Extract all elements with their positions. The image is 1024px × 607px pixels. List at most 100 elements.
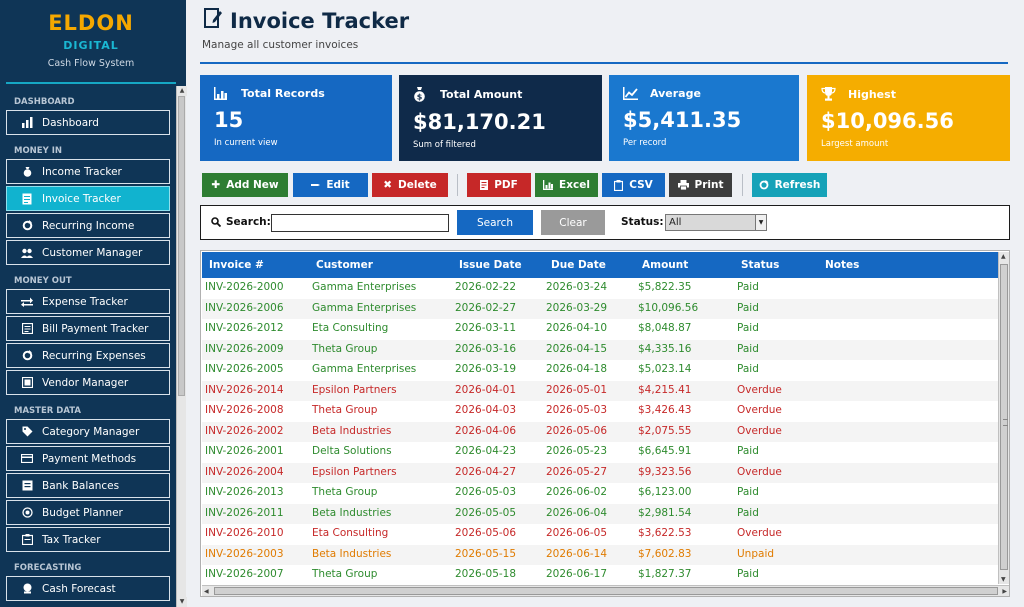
- table-row[interactable]: INV-2026-2002 Beta Industries 2026-04-06 20…: [202, 421, 998, 442]
- table-hscroll-thumb[interactable]: [214, 587, 998, 595]
- table-row[interactable]: INV-2026-2009 Theta Group 2026-03-16 2026-0…: [202, 339, 998, 360]
- status-select[interactable]: All ▼: [665, 214, 767, 231]
- edit-button[interactable]: Edit: [293, 173, 368, 197]
- cell-amount: $6,123.00: [638, 486, 692, 498]
- cell-issue-date: 2026-04-03: [455, 404, 517, 416]
- sidebar-item-category-manager[interactable]: Category Manager: [6, 419, 170, 444]
- cell-invoice-number: INV-2026-2009: [205, 342, 284, 355]
- cell-due-date: 2026-06-04: [546, 506, 608, 519]
- column-header[interactable]: Customer: [316, 259, 373, 271]
- cell-invoice-number: INV-2026-2014: [205, 383, 284, 396]
- trophy-icon: [821, 87, 839, 101]
- table-row[interactable]: INV-2026-2011 Beta Industries 2026-05-05 20…: [202, 503, 998, 524]
- sidebar-item-label: Invoice Tracker: [42, 192, 121, 205]
- refresh-icon: [21, 350, 33, 362]
- cell-issue-date: 2026-02-27: [455, 301, 517, 314]
- card-value: 15: [214, 108, 244, 132]
- table-row[interactable]: INV-2026-2003 Beta Industries 2026-05-15 20…: [202, 544, 998, 565]
- tag-icon: [21, 426, 33, 438]
- search-icon: [211, 217, 221, 227]
- sidebar-item-cash-forecast[interactable]: Cash Forecast: [6, 576, 170, 601]
- cell-customer: Beta Industries: [312, 424, 392, 437]
- delete-button[interactable]: ✖ Delete: [372, 173, 448, 197]
- export-excel-button[interactable]: Excel: [535, 173, 598, 197]
- export-csv-button[interactable]: CSV: [602, 173, 665, 197]
- cell-due-date: 2026-04-18: [546, 363, 608, 375]
- column-header[interactable]: Due Date: [551, 259, 606, 271]
- card-title: Average: [650, 87, 701, 100]
- cell-status: Paid: [737, 301, 759, 314]
- table-row[interactable]: INV-2026-2010 Eta Consulting 2026-05-06 202…: [202, 524, 998, 545]
- search-button[interactable]: Search: [457, 210, 533, 235]
- table-row[interactable]: INV-2026-2014 Epsilon Partners 2026-04-01 2…: [202, 380, 998, 401]
- add-new-button[interactable]: ✚ Add New: [202, 173, 288, 197]
- main-content: Invoice Tracker Manage all customer invo…: [186, 0, 1024, 607]
- sidebar-item-budget-planner[interactable]: Budget Planner: [6, 500, 170, 525]
- sidebar-item-bill-payment-tracker[interactable]: Bill Payment Tracker: [6, 316, 170, 341]
- sidebar-item-tax-tracker[interactable]: Tax Tracker: [6, 527, 170, 552]
- scroll-up-arrow-icon[interactable]: ▲: [177, 86, 187, 96]
- table-row[interactable]: INV-2026-2007 Theta Group 2026-05-18 2026-0…: [202, 565, 998, 586]
- refresh-button[interactable]: Refresh: [752, 173, 827, 197]
- sidebar-item-bank-balances[interactable]: Bank Balances: [6, 473, 170, 498]
- cell-amount: $7,602.83: [638, 547, 692, 560]
- refresh-icon: [759, 180, 769, 190]
- sidebar-scrollbar[interactable]: ▲ ▼: [176, 86, 187, 607]
- sidebar-item-customer-manager[interactable]: Customer Manager: [6, 240, 170, 265]
- column-header[interactable]: Notes: [825, 259, 860, 271]
- cell-due-date: 2026-05-06: [546, 424, 608, 437]
- page-title: Invoice Tracker: [204, 8, 409, 33]
- column-header[interactable]: Status: [741, 259, 780, 271]
- sidebar-item-vendor-manager[interactable]: Vendor Manager: [6, 370, 170, 395]
- table-row[interactable]: INV-2026-2005 Gamma Enterprises 2026-03-19…: [202, 360, 998, 381]
- cell-issue-date: 2026-03-11: [455, 322, 517, 334]
- scroll-down-arrow-icon[interactable]: ▼: [177, 597, 187, 607]
- cell-amount: $4,335.16: [638, 342, 692, 355]
- cell-amount: $6,645.91: [638, 445, 692, 457]
- scroll-left-arrow-icon[interactable]: ◀: [204, 588, 209, 595]
- table-row[interactable]: INV-2026-2008 Theta Group 2026-04-03 2026-0…: [202, 401, 998, 422]
- sidebar-scroll-thumb[interactable]: [178, 96, 185, 396]
- cell-issue-date: 2026-02-22: [455, 281, 517, 293]
- sidebar-item-invoice-tracker[interactable]: Invoice Tracker: [6, 186, 170, 211]
- sidebar-item-income-tracker[interactable]: Income Tracker: [6, 159, 170, 184]
- clear-button[interactable]: Clear: [541, 210, 605, 235]
- sidebar-item-recurring-expenses[interactable]: Recurring Expenses: [6, 343, 170, 368]
- scroll-right-arrow-icon[interactable]: ▶: [1002, 588, 1007, 595]
- bill-icon: [21, 323, 33, 335]
- cell-status: Paid: [737, 568, 759, 580]
- scroll-up-arrow-icon[interactable]: ▲: [1001, 253, 1006, 260]
- print-button[interactable]: Print: [669, 173, 732, 197]
- bar-chart-icon: [21, 117, 33, 129]
- cell-status: Overdue: [737, 383, 782, 396]
- cell-invoice-number: INV-2026-2013: [205, 486, 284, 498]
- cell-customer: Theta Group: [312, 404, 378, 416]
- table-body: INV-2026-2000 Gamma Enterprises 2026-02-22…: [202, 278, 998, 586]
- column-header[interactable]: Issue Date: [459, 259, 522, 271]
- column-header[interactable]: Amount: [642, 259, 689, 271]
- printer-icon: [677, 180, 689, 190]
- table-row[interactable]: INV-2026-2000 Gamma Enterprises 2026-02-22…: [202, 278, 998, 299]
- table-horizontal-scrollbar[interactable]: ◀ ▶: [202, 585, 1009, 596]
- table-row[interactable]: INV-2026-2013 Theta Group 2026-05-03 2026-0…: [202, 483, 998, 504]
- table-row[interactable]: INV-2026-2012 Eta Consulting 2026-03-11 202…: [202, 319, 998, 340]
- table-row[interactable]: INV-2026-2001 Delta Solutions 2026-04-23 20…: [202, 442, 998, 463]
- cell-invoice-number: INV-2026-2005: [205, 363, 284, 375]
- cell-issue-date: 2026-04-06: [455, 424, 517, 437]
- search-input[interactable]: [271, 214, 449, 232]
- sidebar-item-dashboard[interactable]: Dashboard: [6, 110, 170, 135]
- sidebar-item-payment-methods[interactable]: Payment Methods: [6, 446, 170, 471]
- sidebar-item-expense-tracker[interactable]: Expense Tracker: [6, 289, 170, 314]
- scroll-down-arrow-icon[interactable]: ▼: [1001, 576, 1006, 583]
- card-title: Total Amount: [440, 88, 523, 101]
- table-row[interactable]: INV-2026-2006 Gamma Enterprises 2026-02-27…: [202, 298, 998, 319]
- sidebar-item-label: Income Tracker: [42, 165, 122, 178]
- sidebar-item-recurring-income[interactable]: Recurring Income: [6, 213, 170, 238]
- table-scroll-thumb[interactable]: [1000, 264, 1008, 570]
- table-vertical-scrollbar[interactable]: ▲ ▼: [998, 252, 1009, 584]
- column-header[interactable]: Invoice #: [209, 259, 264, 271]
- table-row[interactable]: INV-2026-2004 Epsilon Partners 2026-04-27 2…: [202, 462, 998, 483]
- cell-issue-date: 2026-05-06: [455, 527, 517, 539]
- export-pdf-button[interactable]: PDF: [467, 173, 531, 197]
- people-icon: [21, 247, 33, 259]
